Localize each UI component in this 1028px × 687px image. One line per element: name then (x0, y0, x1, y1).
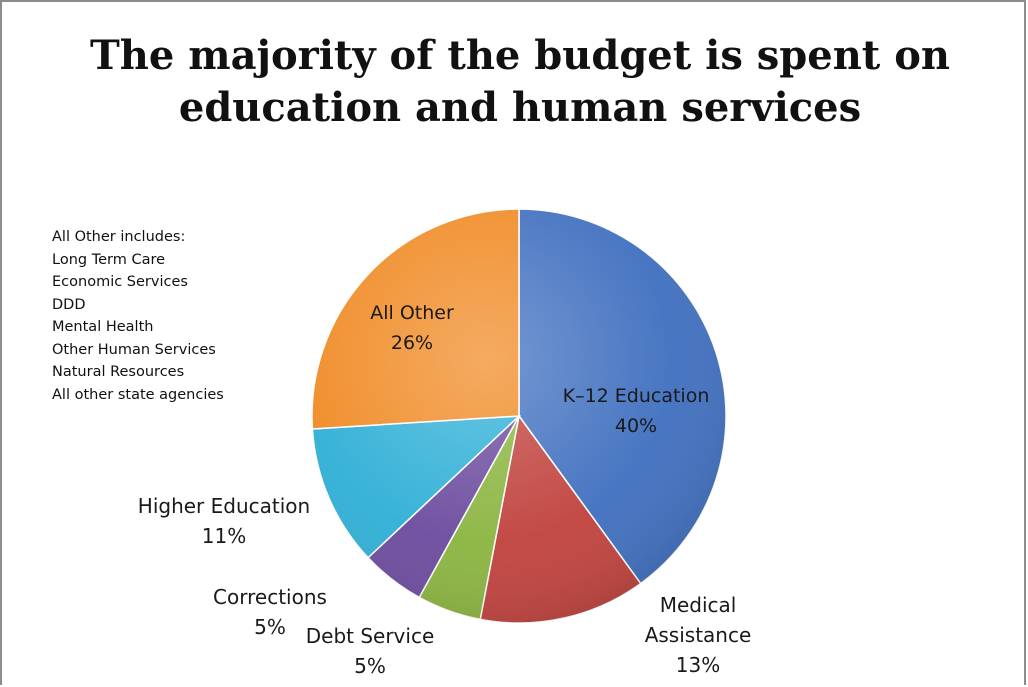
all-other-note: All Other includes: Long Term Care Econo… (52, 226, 224, 406)
slice-value-all-other: 26% (391, 332, 433, 354)
chart-title: The majority of the budget is spent on e… (90, 32, 950, 131)
note-line: All other state agencies (52, 386, 224, 403)
slice-label-medical-assistance: Assistance (645, 623, 752, 647)
note-line: Other Human Services (52, 341, 216, 358)
slice-label-k-12-education: K–12 Education (563, 385, 710, 407)
slice-label-medical-assistance: Medical (660, 593, 737, 617)
note-line: Economic Services (52, 274, 188, 290)
slice-label-higher-education: Higher Education (138, 494, 310, 518)
note-line: DDD (52, 296, 86, 313)
note-line: Mental Health (52, 319, 154, 335)
slice-label-debt-service: Debt Service (306, 624, 435, 648)
slice-value-k-12-education: 40% (615, 415, 657, 437)
slice-value-higher-education: 11% (202, 524, 246, 548)
slice-value-corrections: 5% (254, 615, 286, 639)
note-line: Long Term Care (52, 251, 166, 268)
slice-label-all-other: All Other (370, 302, 454, 324)
slice-value-debt-service: 5% (354, 654, 386, 678)
note-line: Natural Resources (52, 364, 185, 380)
note-line: All Other includes: (52, 229, 186, 245)
slice-value-medical-assistance: 13% (676, 653, 720, 677)
slice-label-corrections: Corrections (213, 585, 327, 609)
